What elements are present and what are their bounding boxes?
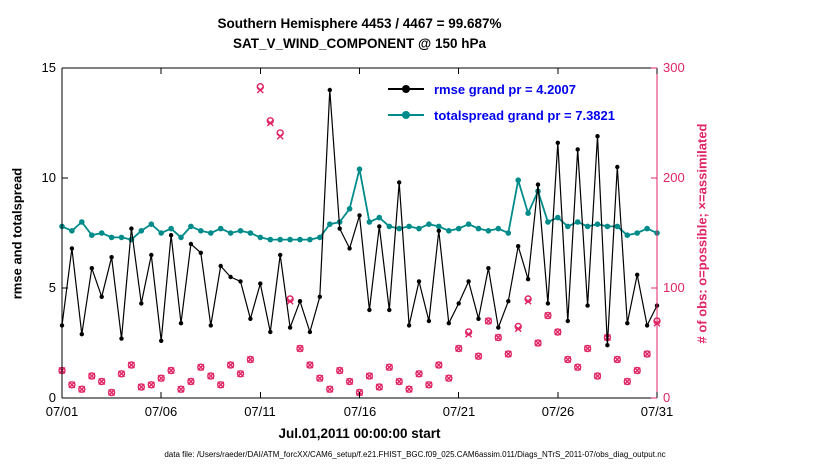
- rmse-line-swatch: [388, 85, 424, 93]
- legend: rmse grand pr = 4.2007 totalspread grand…: [388, 78, 615, 126]
- x-tick-label: 07/21: [442, 404, 476, 419]
- y-axis-label-right: # of obs: o=possible; ×=assimilated: [694, 123, 710, 344]
- y-tick-label-right: 100: [663, 280, 685, 295]
- y-tick-label-right: 200: [663, 170, 685, 185]
- footer-datafile-path: data file: /Users/raeder/DAI/ATM_forcXX/…: [164, 450, 666, 459]
- y-tick-label-right: 0: [663, 390, 671, 405]
- y-tick-label-right: 300: [663, 60, 685, 75]
- title-line-1: Southern Hemisphere 4453 / 4467 = 99.687…: [217, 16, 502, 31]
- x-tick-label: 07/01: [45, 404, 79, 419]
- x-axis-label: Jul.01,2011 00:00:00 start: [278, 426, 441, 441]
- y-tick-label-left: 15: [41, 60, 56, 75]
- title-line-2: SAT_V_WIND_COMPONENT @ 150 hPa: [233, 36, 486, 51]
- y-tick-label-left: 5: [48, 280, 56, 295]
- x-tick-label: 07/26: [541, 404, 575, 419]
- y-tick-label-left: 0: [48, 390, 56, 405]
- y-tick-label-left: 10: [41, 170, 56, 185]
- y-axis-label-left: rmse and totalspread: [9, 167, 25, 300]
- legend-item-rmse: rmse grand pr = 4.2007: [388, 78, 615, 100]
- x-tick-label: 07/16: [343, 404, 377, 419]
- x-tick-label: 07/31: [640, 404, 674, 419]
- totalspread-line-swatch: [388, 111, 424, 119]
- x-tick-label: 07/11: [244, 404, 276, 419]
- chart-title: Southern Hemisphere 4453 / 4467 = 99.687…: [62, 14, 657, 54]
- legend-label-totalspread: totalspread grand pr = 7.3821: [434, 107, 615, 123]
- legend-label-rmse: rmse grand pr = 4.2007: [434, 81, 576, 97]
- x-tick-label: 07/06: [144, 404, 178, 419]
- legend-item-totalspread: totalspread grand pr = 7.3821: [388, 104, 615, 126]
